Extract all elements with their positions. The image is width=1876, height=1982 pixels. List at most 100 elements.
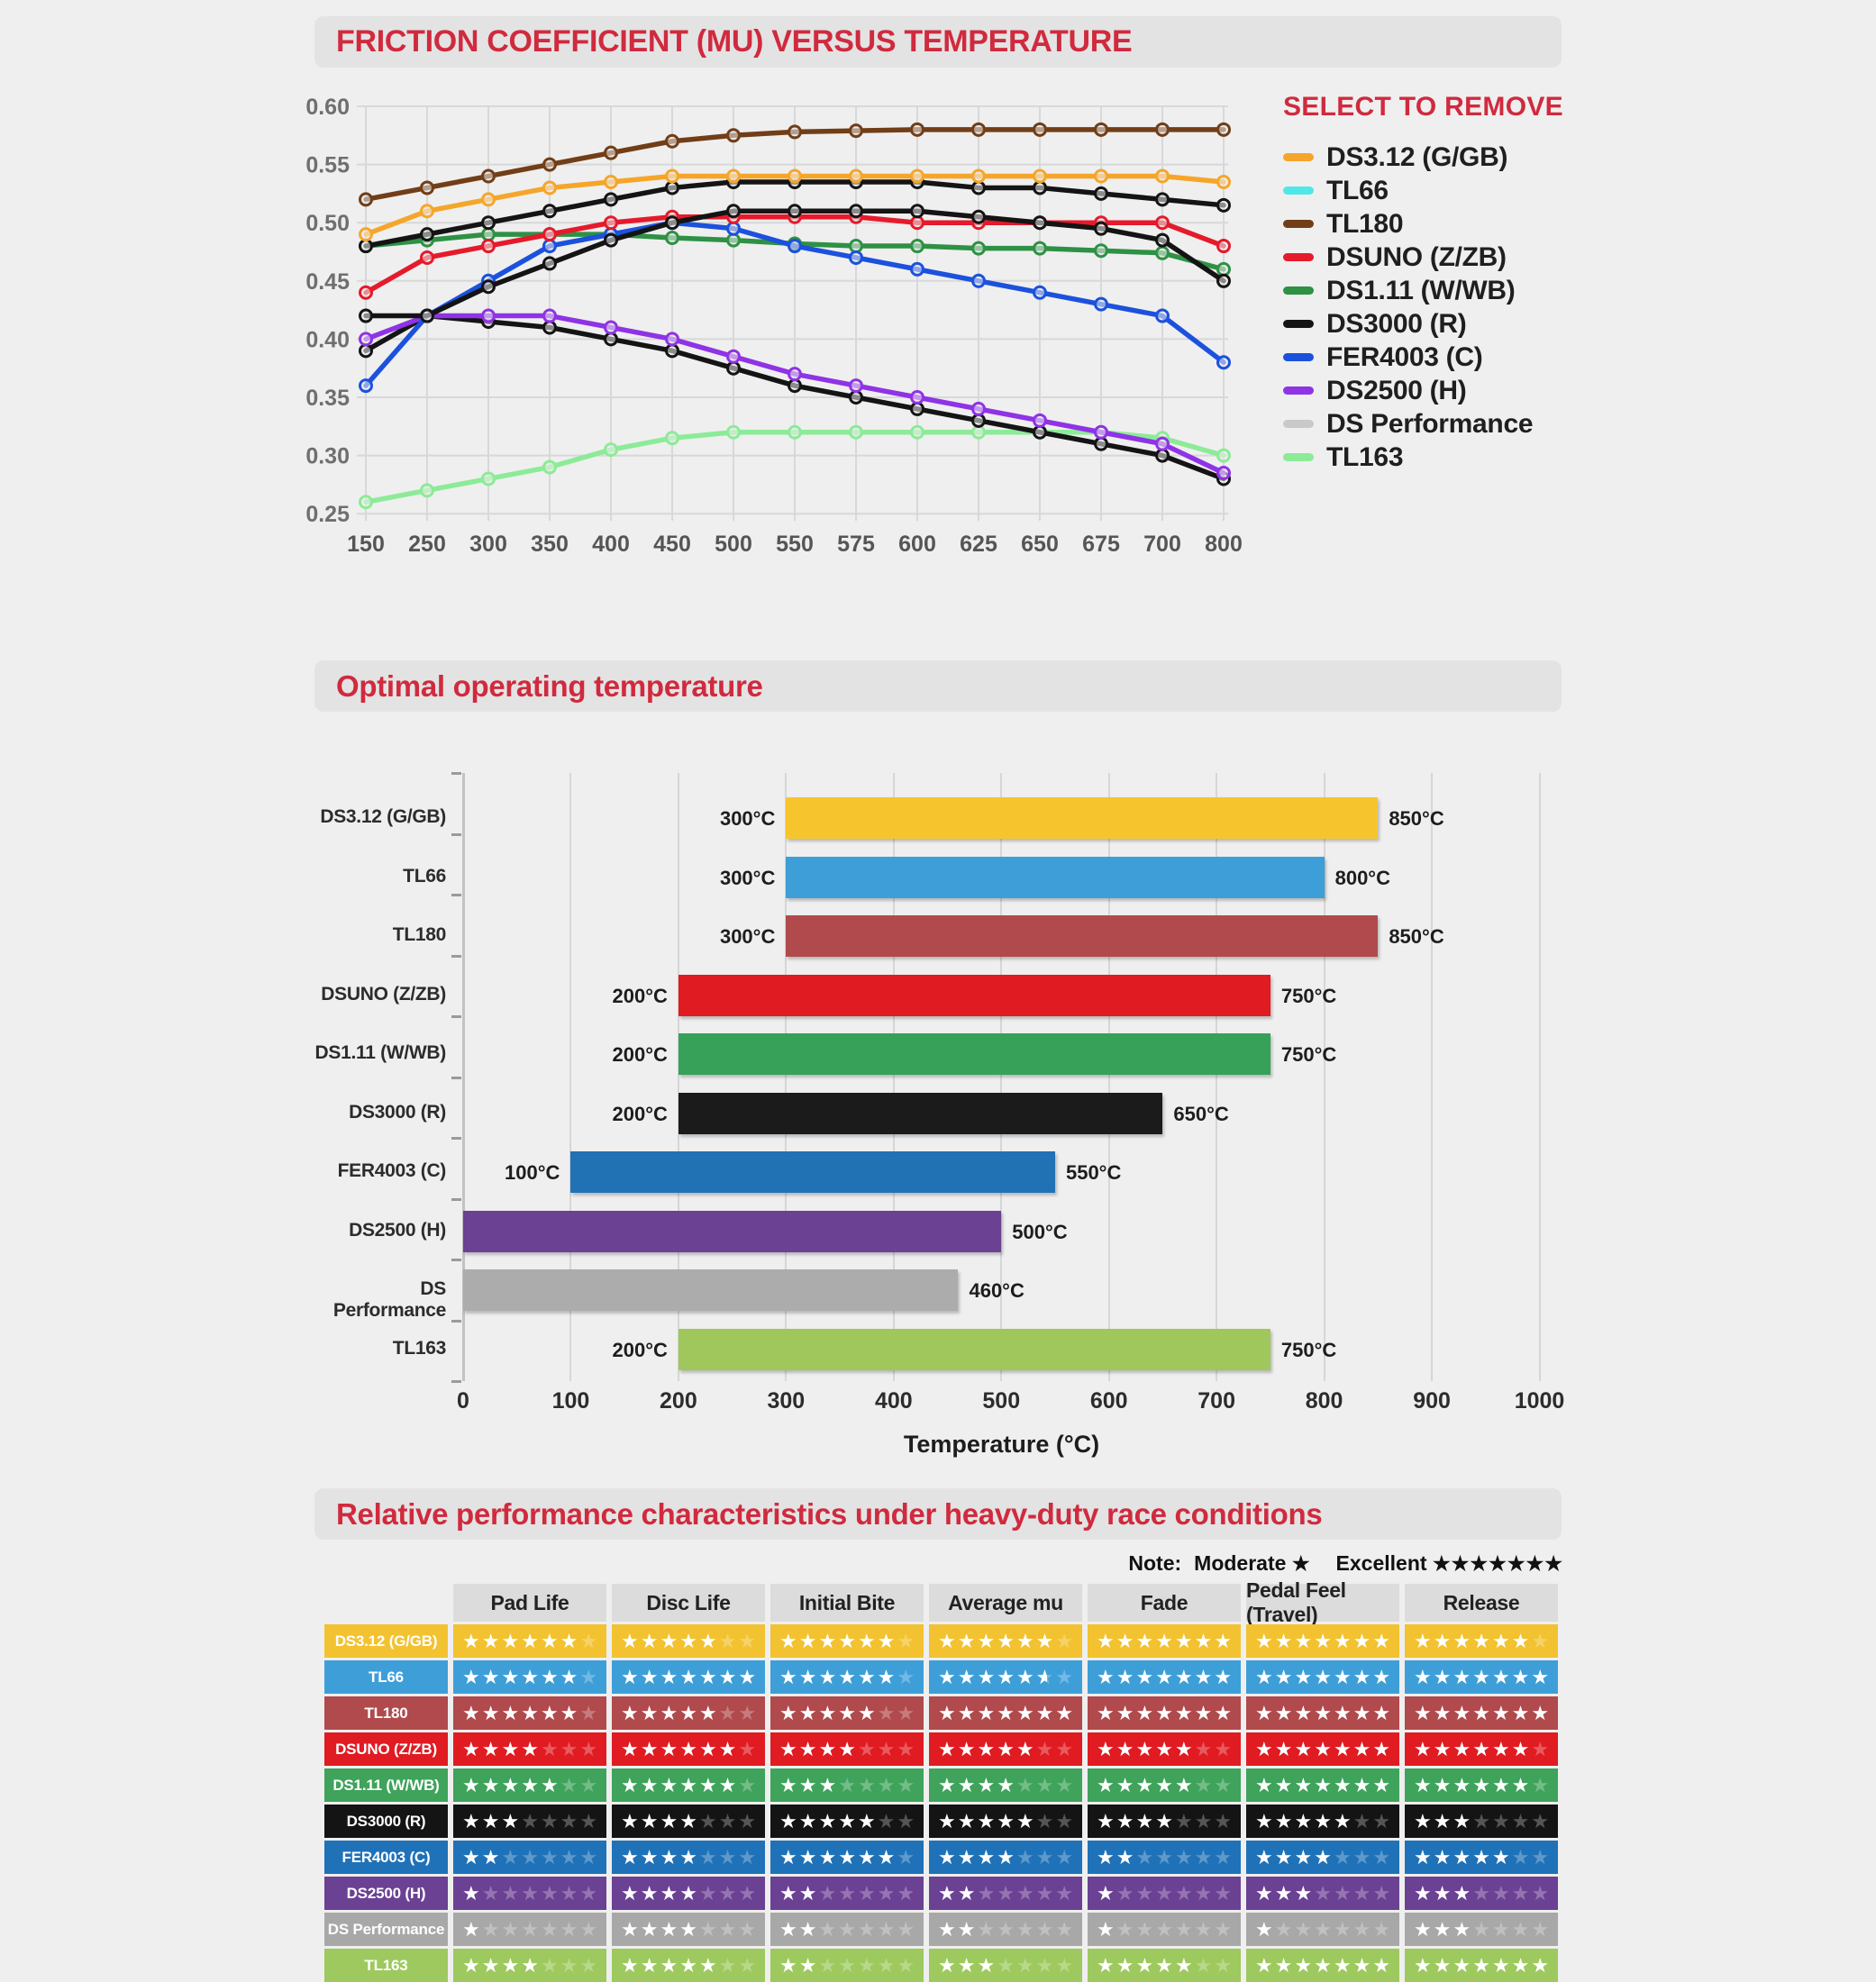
rating-cell-DSUNO (Z/ZB)-Release: ★ ★ ★ ★ ★ ★ ★	[1405, 1732, 1558, 1766]
data-point	[665, 332, 679, 347]
star-icon: ★	[1116, 1953, 1136, 1977]
data-point	[542, 308, 557, 323]
star-icon: ★	[1472, 1701, 1492, 1724]
star-icon: ★	[1414, 1953, 1434, 1977]
star-icon: ★	[1333, 1917, 1353, 1941]
star-icon: ★	[818, 1629, 839, 1652]
star-icon: ★	[1453, 1953, 1473, 1977]
star-icon: ★	[1135, 1665, 1156, 1688]
star-icon: ★	[1294, 1917, 1315, 1941]
data-point	[542, 157, 557, 172]
star-icon: ★	[660, 1629, 680, 1652]
star-icon: ★	[798, 1953, 819, 1977]
star-icon: ★	[640, 1845, 660, 1868]
star-icon: ★	[718, 1953, 739, 1977]
bar-TL163	[678, 1328, 1270, 1370]
star-icon: ★	[1414, 1809, 1434, 1832]
star-icon: ★	[462, 1737, 482, 1760]
data-point	[910, 401, 924, 416]
star-icon: ★	[1116, 1701, 1136, 1724]
star-icon: ★	[1155, 1953, 1175, 1977]
data-point	[1155, 122, 1170, 137]
star-icon: ★	[1352, 1737, 1373, 1760]
star-icon: ★	[718, 1881, 739, 1905]
legend-item-TL66[interactable]: TL66	[1283, 174, 1580, 207]
column-header-Disc Life: Disc Life	[612, 1584, 765, 1622]
star-icon: ★	[1491, 1881, 1512, 1905]
data-point	[971, 241, 986, 256]
star-icon: ★	[1274, 1737, 1295, 1760]
star-icon: ★	[640, 1881, 660, 1905]
legend-item-DS1.11 (W/WB)[interactable]: DS1.11 (W/WB)	[1283, 274, 1580, 307]
star-icon: ★	[1194, 1845, 1215, 1868]
star-icon: ★	[1194, 1953, 1215, 1977]
data-point	[420, 204, 434, 219]
legend-item-FER4003 (C)[interactable]: FER4003 (C)	[1283, 341, 1580, 374]
bar-row-label: TL180	[392, 924, 447, 945]
data-point	[604, 320, 618, 335]
star-icon: ★	[1255, 1773, 1275, 1796]
star-icon: ★	[521, 1629, 541, 1652]
star-icon: ★	[1372, 1665, 1393, 1688]
legend-item-DS2500 (H)[interactable]: DS2500 (H)	[1283, 374, 1580, 407]
star-icon: ★	[1097, 1845, 1116, 1868]
rating-cell-DS1.11 (W/WB)-Initial Bite: ★ ★ ★ ★ ★ ★ ★	[770, 1768, 924, 1802]
row-chip-DSUNO (Z/ZB): DSUNO (Z/ZB)	[324, 1732, 448, 1766]
legend-item-TL163[interactable]: TL163	[1283, 441, 1580, 474]
star-icon: ★	[679, 1953, 699, 1977]
star-icon: ★	[1274, 1953, 1295, 1977]
star-icon: ★	[679, 1845, 699, 1868]
star-icon: ★	[877, 1881, 897, 1905]
rating-cell-DS3.12 (G/GB)-Pedal Feel (Travel): ★ ★ ★ ★ ★ ★ ★	[1246, 1624, 1399, 1658]
legend-item-label: TL163	[1326, 441, 1404, 472]
rating-cell-DS2500 (H)-Pedal Feel (Travel): ★ ★ ★ ★ ★ ★ ★	[1246, 1877, 1399, 1910]
bar-start-label: 100°C	[505, 1161, 560, 1184]
data-point	[1155, 245, 1170, 260]
rating-cell-DS Performance-Average mu: ★ ★ ★ ★ ★ ★ ★	[929, 1913, 1082, 1946]
bar-end-label: 500°C	[1012, 1220, 1068, 1243]
star-icon: ★	[1274, 1773, 1295, 1796]
star-icon: ★	[579, 1773, 600, 1796]
star-icon: ★	[938, 1737, 958, 1760]
legend-item-DS Performance[interactable]: DS Performance	[1283, 407, 1580, 441]
star-icon: ★	[1097, 1629, 1116, 1652]
star-icon: ★	[621, 1665, 641, 1688]
star-icon: ★	[838, 1845, 858, 1868]
star-icon: ★	[1035, 1737, 1056, 1760]
ratings-title-bar: Relative performance characteristics und…	[314, 1488, 1562, 1540]
star-icon: ★	[1097, 1917, 1116, 1941]
axis-tick	[451, 1259, 461, 1261]
star-icon: ★	[838, 1809, 858, 1832]
bar-row-label: DS Performance	[332, 1278, 446, 1321]
star-icon: ★	[481, 1845, 502, 1868]
axis-tick	[451, 1319, 461, 1323]
star-icon: ★	[1314, 1953, 1334, 1977]
star-icon: ★	[798, 1881, 819, 1905]
star-icon: ★	[1333, 1737, 1353, 1760]
data-point	[665, 180, 679, 195]
data-point	[1033, 122, 1047, 137]
legend-item-DSUNO (Z/ZB)[interactable]: DSUNO (Z/ZB)	[1283, 241, 1580, 274]
rating-cell-FER4003 (C)-Fade: ★ ★ ★ ★ ★ ★ ★	[1088, 1841, 1241, 1874]
data-point	[971, 273, 986, 288]
star-icon: ★	[1214, 1629, 1234, 1652]
rating-cell-TL66-Fade: ★ ★ ★ ★ ★ ★ ★	[1088, 1660, 1241, 1694]
star-icon: ★	[501, 1773, 522, 1796]
legend-item-TL180[interactable]: TL180	[1283, 207, 1580, 241]
star-icon: ★	[640, 1917, 660, 1941]
star-icon: ★	[779, 1737, 799, 1760]
data-point	[1094, 296, 1108, 312]
legend-item-DS3.12 (G/GB)[interactable]: DS3.12 (G/GB)	[1283, 141, 1580, 174]
star-icon: ★	[1194, 1917, 1215, 1941]
star-icon: ★	[1294, 1701, 1315, 1724]
star-icon: ★	[1255, 1629, 1275, 1652]
star-icon: ★	[1433, 1737, 1453, 1760]
star-icon: ★	[1414, 1701, 1434, 1724]
star-icon: ★	[779, 1917, 799, 1941]
legend-item-DS3000 (R)[interactable]: DS3000 (R)	[1283, 307, 1580, 341]
star-icon: ★	[1097, 1665, 1116, 1688]
bar-row-label: FER4003 (C)	[337, 1160, 447, 1181]
friction-chart-title-bar: FRICTION COEFFICIENT (MU) VERSUS TEMPERA…	[314, 16, 1562, 68]
data-point	[1033, 168, 1047, 184]
star-icon: ★	[521, 1737, 541, 1760]
